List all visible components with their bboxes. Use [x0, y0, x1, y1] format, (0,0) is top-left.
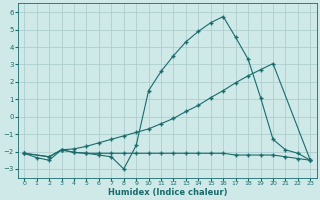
X-axis label: Humidex (Indice chaleur): Humidex (Indice chaleur)	[108, 188, 227, 197]
